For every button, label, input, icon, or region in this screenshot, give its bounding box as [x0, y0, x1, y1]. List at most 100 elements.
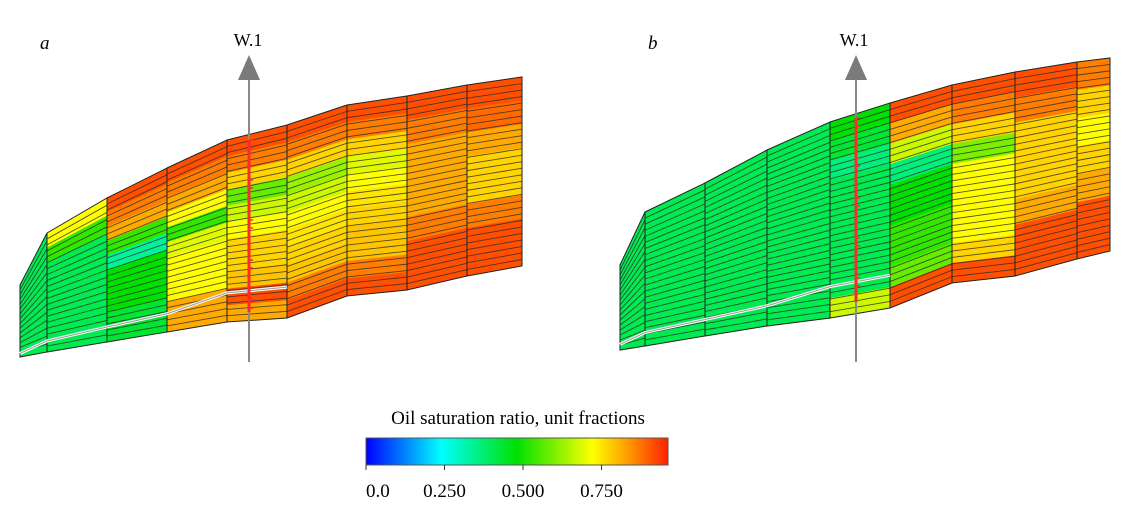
layer-line	[226, 277, 288, 285]
layer-line	[286, 206, 348, 229]
layer-line	[704, 318, 768, 331]
layer-line	[704, 283, 768, 300]
layer-line	[766, 297, 831, 309]
layer-line	[766, 222, 831, 242]
colorbar-tick-label: 0.750	[580, 481, 623, 502]
layer-line	[46, 298, 108, 317]
layer-line	[166, 193, 228, 218]
layer-line	[1014, 252, 1078, 270]
well-b-label: W.1	[840, 30, 869, 50]
layer-line	[951, 91, 1016, 105]
layer-line	[889, 142, 953, 163]
layer-line	[1076, 63, 1111, 70]
layer-line	[286, 193, 348, 216]
layer-line	[644, 217, 706, 243]
colorbar-tick-label: 0.250	[423, 481, 466, 502]
layer-line	[46, 276, 108, 299]
layer-line	[951, 203, 1016, 214]
layer-line	[766, 189, 831, 212]
layer-line	[1014, 195, 1078, 211]
layer-line	[106, 215, 168, 241]
layer-line	[829, 155, 891, 174]
layer-line	[1014, 131, 1078, 145]
layer-line	[406, 218, 468, 233]
layer-line	[1076, 244, 1111, 253]
layer-line	[1014, 125, 1078, 139]
layer-line	[704, 290, 768, 306]
layer-line	[619, 251, 646, 291]
layer-line	[951, 170, 1016, 182]
layer-line	[166, 233, 228, 254]
layer-line	[226, 217, 288, 229]
layer-line	[406, 224, 468, 239]
layer-line	[889, 103, 953, 124]
layer-line	[829, 188, 891, 205]
layer-line	[226, 284, 288, 292]
layer-line	[1014, 93, 1078, 106]
layer-line	[1014, 99, 1078, 112]
layer-line	[106, 276, 168, 295]
layer-line	[1014, 220, 1078, 237]
layer-line	[166, 206, 228, 230]
layer-line	[644, 300, 706, 316]
layer-line	[704, 262, 768, 282]
layer-line	[1076, 218, 1111, 227]
layer-line	[1014, 137, 1078, 152]
layer-line	[106, 208, 168, 235]
layer-line	[1076, 237, 1111, 247]
layer-line	[766, 277, 831, 291]
layer-line	[346, 179, 408, 189]
layer-line	[19, 272, 48, 310]
layer-line	[619, 329, 646, 341]
layer-line	[346, 186, 408, 195]
layer-line	[286, 142, 348, 165]
layer-line	[829, 281, 891, 294]
layer-line	[106, 242, 168, 265]
layer-line	[766, 128, 831, 157]
layer-line	[466, 135, 523, 145]
well-a-label: W.1	[234, 30, 263, 50]
layer-line	[346, 160, 408, 170]
layer-line	[226, 211, 288, 223]
layer-line	[346, 166, 408, 176]
layer-line	[1076, 134, 1111, 142]
layer-line	[829, 254, 891, 268]
layer-line	[704, 276, 768, 294]
layer-line	[766, 195, 831, 218]
layer-line	[889, 110, 953, 130]
layer-line	[46, 291, 108, 311]
layer-line	[346, 153, 408, 163]
layer-line	[951, 104, 1016, 118]
layer-line	[889, 135, 953, 157]
layer-line	[19, 304, 48, 329]
layer-line	[619, 282, 646, 311]
layer-line	[406, 269, 468, 284]
layer-line	[406, 103, 468, 116]
layer-line	[466, 102, 523, 112]
layer-line	[166, 213, 228, 236]
layer-line	[951, 84, 1016, 99]
layer-line	[286, 270, 348, 293]
layer-line	[286, 289, 348, 312]
layer-line	[951, 130, 1016, 143]
layer-line	[889, 129, 953, 150]
layer-line	[644, 231, 706, 256]
layer-line	[166, 220, 228, 242]
layer-line	[166, 200, 228, 224]
layer-line	[286, 174, 348, 197]
layer-line	[466, 213, 523, 224]
layer-line	[466, 109, 523, 119]
layer-line	[889, 231, 953, 256]
layer-line	[766, 202, 831, 224]
layer-line	[406, 211, 468, 226]
grid-column-outline	[1076, 57, 1111, 260]
layer-line	[829, 122, 891, 142]
fault-line	[19, 286, 288, 354]
layer-line	[406, 116, 468, 129]
layer-line	[406, 97, 468, 110]
layer-line	[286, 161, 348, 184]
layer-line	[226, 251, 288, 260]
layer-line	[286, 200, 348, 222]
layer-line	[951, 262, 1016, 271]
layer-line	[346, 192, 408, 201]
